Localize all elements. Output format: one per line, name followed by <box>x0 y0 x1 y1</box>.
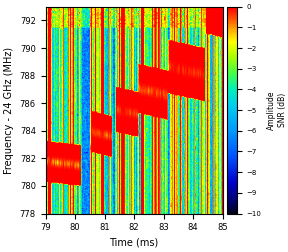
Y-axis label: Amplitude
SNR (dB): Amplitude SNR (dB) <box>267 90 287 130</box>
Y-axis label: Frequency - 24 GHz (MHz): Frequency - 24 GHz (MHz) <box>4 47 14 174</box>
X-axis label: Time (ms): Time (ms) <box>109 238 159 248</box>
